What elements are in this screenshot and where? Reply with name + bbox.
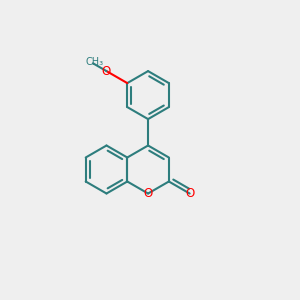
Text: O: O: [102, 64, 111, 78]
Text: CH₃: CH₃: [85, 57, 103, 67]
Text: O: O: [185, 187, 194, 200]
Text: O: O: [143, 187, 153, 200]
